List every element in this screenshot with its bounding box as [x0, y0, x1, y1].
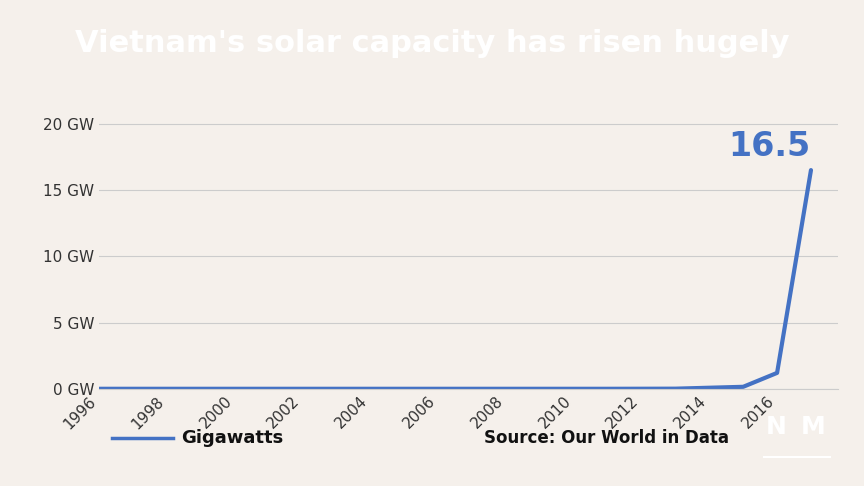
- Text: N: N: [766, 416, 787, 439]
- Text: Gigawatts: Gigawatts: [181, 429, 283, 447]
- Text: 16.5: 16.5: [728, 130, 811, 163]
- Text: Vietnam's solar capacity has risen hugely: Vietnam's solar capacity has risen hugel…: [74, 29, 790, 58]
- Text: M: M: [801, 416, 826, 439]
- Text: Source: Our World in Data: Source: Our World in Data: [484, 429, 729, 447]
